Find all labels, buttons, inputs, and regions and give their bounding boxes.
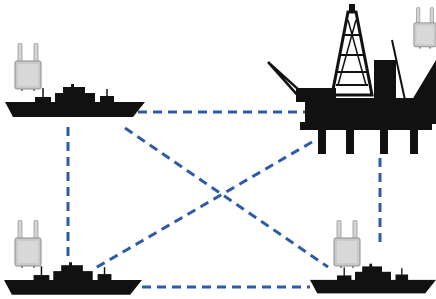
links	[68, 112, 380, 287]
radio-top-left	[15, 43, 41, 91]
ship-bottom-right	[310, 264, 436, 294]
radio-bottom-left	[15, 220, 41, 268]
network-diagram	[0, 0, 436, 299]
oil-rig	[268, 4, 436, 154]
link-cross-up	[92, 142, 312, 270]
radio-top-right	[414, 7, 436, 48]
ship-bottom-left	[4, 262, 142, 295]
radio-bottom-right	[334, 220, 360, 268]
